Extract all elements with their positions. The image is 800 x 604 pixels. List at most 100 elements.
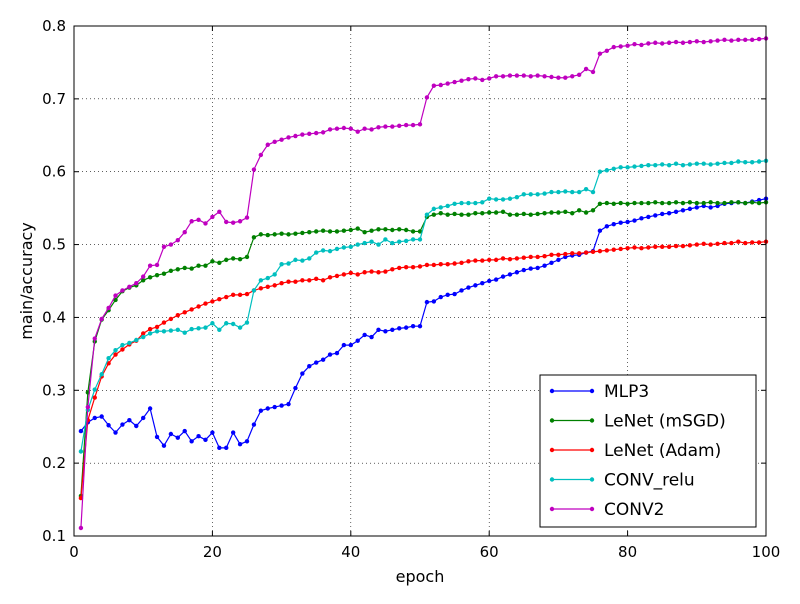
series-group <box>78 36 769 531</box>
data-point <box>653 244 658 249</box>
data-point <box>646 245 651 250</box>
data-point <box>611 221 616 227</box>
data-point <box>224 219 229 225</box>
legend-label: MLP3 <box>604 382 649 402</box>
data-point <box>113 352 118 357</box>
data-point <box>542 74 547 79</box>
data-point <box>272 139 277 145</box>
series-line <box>80 160 767 452</box>
data-point <box>127 284 132 290</box>
legend: MLP3 LeNet (mSGD) LeNet (Adam) CONV_relu CON… <box>539 374 757 528</box>
data-point <box>293 133 298 139</box>
data-point <box>376 227 381 232</box>
data-point <box>224 294 229 300</box>
data-point <box>459 78 464 83</box>
data-point <box>666 244 672 249</box>
data-point <box>445 292 450 298</box>
data-point <box>680 40 686 45</box>
data-point <box>729 160 734 166</box>
data-point <box>521 211 526 217</box>
data-point <box>154 434 160 440</box>
data-point <box>507 272 513 277</box>
data-point <box>687 243 693 248</box>
data-point <box>237 292 243 298</box>
data-point <box>397 265 402 271</box>
data-point <box>230 292 236 298</box>
data-point <box>618 44 623 49</box>
data-point <box>736 200 741 205</box>
data-point <box>189 326 194 332</box>
data-point <box>279 137 284 142</box>
series-line <box>80 241 767 499</box>
y-tick-label: 0.8 <box>42 17 66 35</box>
data-point <box>410 237 416 242</box>
data-point <box>480 258 485 263</box>
data-point <box>424 262 430 268</box>
data-point <box>660 200 665 206</box>
data-point <box>161 271 167 276</box>
data-point <box>403 325 409 330</box>
data-point <box>756 200 762 206</box>
data-point <box>680 200 686 206</box>
data-point <box>749 240 755 245</box>
legend-label: LeNet (Adam) <box>604 441 721 461</box>
data-point <box>362 229 367 235</box>
data-point <box>618 165 623 170</box>
data-point <box>583 210 589 215</box>
data-point <box>666 40 672 45</box>
data-point <box>113 348 118 353</box>
data-point <box>666 162 672 168</box>
data-point <box>583 250 589 255</box>
data-point <box>410 122 416 128</box>
y-tick-label: 0.6 <box>42 163 66 181</box>
data-point <box>653 213 658 218</box>
data-point <box>272 283 277 288</box>
data-point <box>611 166 616 171</box>
series-line <box>80 201 767 496</box>
data-point <box>417 122 423 127</box>
data-point <box>383 124 388 129</box>
data-point <box>466 200 471 206</box>
data-point <box>383 237 388 242</box>
data-point <box>244 291 250 297</box>
data-point <box>348 244 353 249</box>
data-point <box>632 218 637 223</box>
data-point <box>320 278 326 283</box>
series-mlp3 <box>78 196 769 451</box>
data-point <box>390 267 395 272</box>
data-point <box>722 37 727 43</box>
data-point <box>666 211 672 216</box>
y-axis-label: main/accuracy <box>17 222 36 340</box>
data-point <box>120 347 125 352</box>
data-point <box>376 125 381 130</box>
data-point <box>500 74 506 79</box>
data-point <box>272 404 277 410</box>
legend-marker <box>589 388 595 394</box>
data-point <box>431 299 437 304</box>
data-point <box>611 247 616 252</box>
data-point <box>314 250 319 255</box>
data-point <box>300 230 305 236</box>
data-point <box>542 263 547 268</box>
legend-label: CONV_relu <box>604 471 695 491</box>
data-point <box>397 123 402 129</box>
data-point <box>466 76 471 82</box>
data-point <box>307 364 312 369</box>
data-point <box>500 209 506 214</box>
data-point <box>687 206 693 212</box>
data-point <box>258 408 264 413</box>
data-point <box>424 95 430 100</box>
data-point <box>390 124 395 129</box>
data-point <box>286 279 291 284</box>
data-point <box>673 243 679 249</box>
data-point <box>237 325 243 330</box>
data-point <box>466 259 471 264</box>
data-point <box>701 39 706 45</box>
data-point <box>175 313 180 318</box>
data-point <box>355 129 360 134</box>
x-axis-label: epoch <box>396 567 445 586</box>
data-point <box>141 415 146 421</box>
data-point <box>334 273 340 279</box>
data-point <box>390 227 395 233</box>
data-point <box>493 210 499 215</box>
